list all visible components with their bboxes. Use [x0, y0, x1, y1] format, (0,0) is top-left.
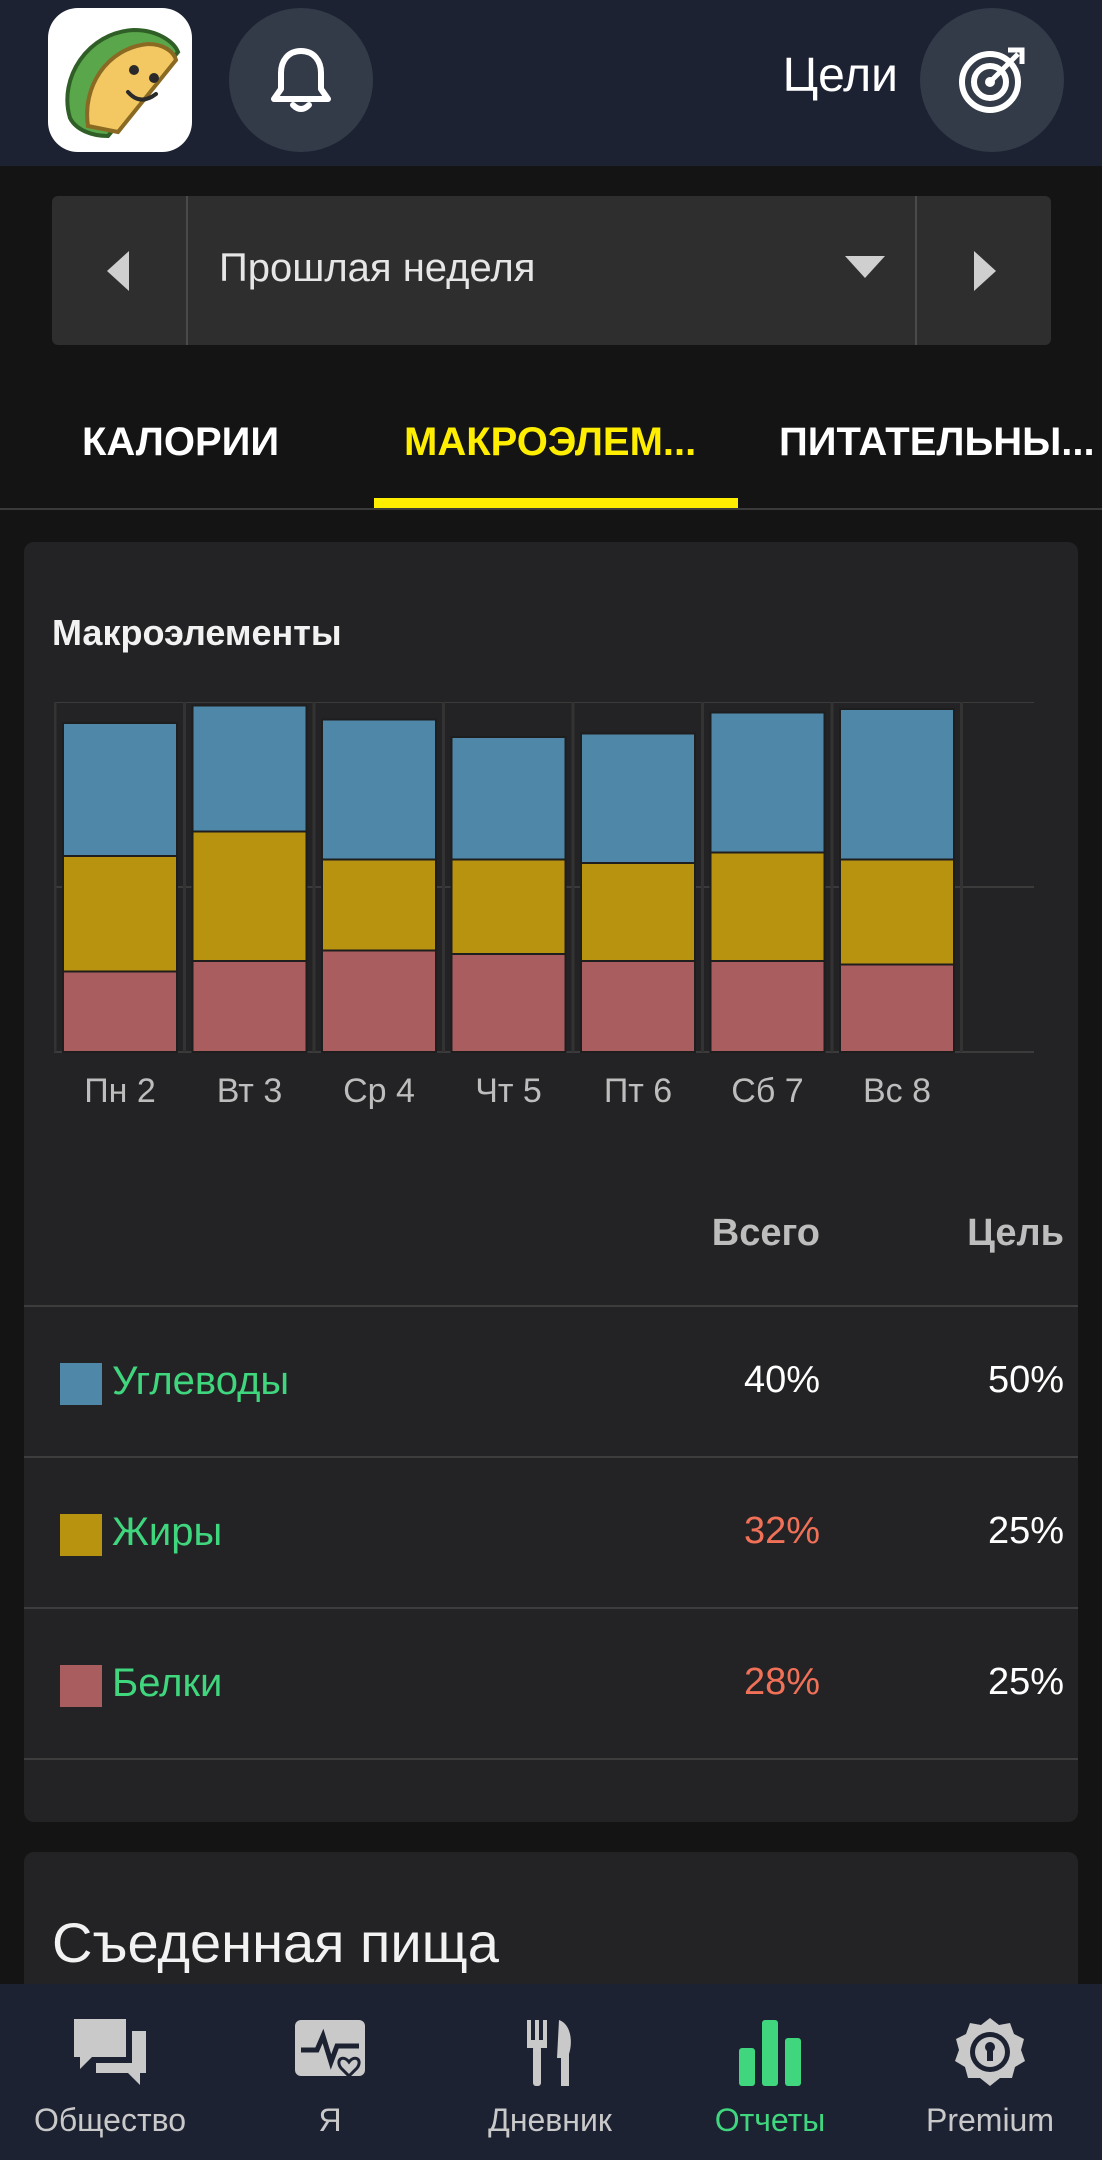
- x-tick-label: Вс 8: [863, 1072, 931, 1110]
- chevron-left-icon: [107, 250, 129, 291]
- nav-premium[interactable]: Premium: [880, 1984, 1100, 2160]
- x-tick-label: Пн 2: [84, 1072, 156, 1110]
- macro-name: Углеводы: [112, 1359, 290, 1403]
- goals-label[interactable]: Цели: [782, 49, 898, 102]
- period-dropdown[interactable]: [845, 256, 885, 283]
- macro-total: 28%: [743, 1661, 820, 1703]
- taco-icon: [65, 27, 181, 139]
- health-icon: [295, 2020, 365, 2079]
- bar-segment: [321, 858, 437, 952]
- chevron-right-icon: [974, 250, 996, 291]
- bar-segment: [450, 736, 567, 861]
- nav-diary[interactable]: Дневник: [440, 1984, 660, 2160]
- macros-title: Макроэлементы: [52, 612, 342, 653]
- bar-segment: [191, 960, 308, 1053]
- x-tick-label: Сб 7: [731, 1072, 803, 1110]
- row-divider: [24, 1607, 1078, 1609]
- macro-goal: 25%: [987, 1510, 1064, 1552]
- period-selector: Прошлая неделя: [52, 196, 1051, 345]
- bar-segment: [450, 953, 567, 1053]
- app-logo[interactable]: [48, 8, 192, 152]
- nav-label: Отчеты: [714, 2102, 826, 2138]
- bar-segment: [839, 963, 955, 1053]
- bar-segment: [62, 855, 178, 973]
- bar-segment: [191, 704, 308, 833]
- x-tick-label: Ср 4: [343, 1072, 415, 1110]
- x-tick-label: Вт 3: [217, 1072, 282, 1110]
- chat-icon: [74, 2019, 146, 2085]
- bar-segment: [839, 708, 955, 861]
- previous-period-button[interactable]: [52, 196, 186, 345]
- next-period-button[interactable]: [917, 196, 1051, 345]
- nav-reports[interactable]: Отчеты: [660, 1984, 880, 2160]
- macro-name: Жиры: [112, 1510, 223, 1554]
- macros-chart: Пн 2 Вт 3 Ср 4 Чт 5 Пт 6 Сб 7 Вс 8: [54, 702, 1034, 1110]
- bar-segment: [450, 858, 567, 955]
- goals-button[interactable]: [920, 8, 1064, 152]
- row-divider: [24, 1305, 1078, 1307]
- bar-segment: [191, 830, 308, 962]
- tab-macros[interactable]: МАКРОЭЛЕМ...: [404, 420, 697, 464]
- macro-name: Белки: [112, 1661, 223, 1705]
- nav-me[interactable]: Я: [220, 1984, 440, 2160]
- macros-card: Макроэлементы Пн 2 Вт 3 Ср 4 Чт 5 Пт 6 Сб 7 Вс…: [24, 542, 1078, 1822]
- bar-segment: [839, 858, 955, 966]
- divider: [915, 196, 917, 345]
- nav-label: Дневник: [488, 2102, 612, 2138]
- bar-segment: [321, 718, 437, 861]
- premium-badge-icon: [955, 2018, 1025, 2086]
- macro-goal: 50%: [987, 1359, 1064, 1401]
- x-tick-label: Пт 6: [604, 1072, 672, 1110]
- bar-segment: [580, 732, 696, 864]
- bell-icon: [271, 48, 331, 112]
- bar-chart-icon: [739, 2020, 801, 2086]
- x-tick-label: Чт 5: [475, 1072, 542, 1110]
- tab-nutrients[interactable]: ПИТАТЕЛЬНЫ...: [779, 420, 1095, 464]
- column-header-goal: Цель: [967, 1212, 1064, 1254]
- divider: [186, 196, 188, 345]
- protein-swatch: [60, 1665, 102, 1707]
- notifications-button[interactable]: [229, 8, 373, 152]
- bottom-navigation: Общество Я Дневник: [0, 1984, 1102, 2160]
- macro-total: 32%: [743, 1510, 820, 1552]
- eaten-food-title: Съеденная пища: [52, 1911, 499, 1974]
- active-tab-indicator: [374, 498, 738, 508]
- row-divider: [24, 1758, 1078, 1760]
- bar-segment: [321, 949, 437, 1053]
- macro-total: 40%: [743, 1359, 820, 1401]
- period-label[interactable]: Прошлая неделя: [219, 246, 536, 290]
- fork-knife-icon: [527, 2020, 571, 2086]
- bar-segment: [580, 960, 696, 1053]
- column-header-total: Всего: [711, 1212, 820, 1254]
- nav-community[interactable]: Общество: [0, 1984, 220, 2160]
- fat-swatch: [60, 1514, 102, 1556]
- row-divider: [24, 1456, 1078, 1458]
- macro-row-protein[interactable]: Белки 28% 25%: [24, 1609, 1078, 1759]
- macro-row-carbs[interactable]: Углеводы 40% 50%: [24, 1307, 1078, 1457]
- macro-goal: 25%: [987, 1661, 1064, 1703]
- target-icon: [959, 47, 1025, 113]
- top-bar: Цели: [0, 0, 1102, 166]
- report-tabs: КАЛОРИИ МАКРОЭЛЕМ... ПИТАТЕЛЬНЫ...: [0, 380, 1102, 510]
- nav-label: Общество: [33, 2102, 187, 2138]
- carbs-swatch: [60, 1363, 102, 1405]
- tab-calories[interactable]: КАЛОРИИ: [82, 420, 280, 464]
- bar-segment: [709, 711, 826, 854]
- bar-segment: [709, 851, 826, 962]
- nav-label: Я: [318, 2102, 342, 2138]
- nav-label: Premium: [925, 2102, 1054, 2138]
- bar-segment: [580, 862, 696, 962]
- bar-segment: [62, 970, 178, 1053]
- macro-row-fat[interactable]: Жиры 32% 25%: [24, 1458, 1078, 1608]
- bar-segment: [709, 960, 826, 1053]
- bar-segment: [62, 722, 178, 857]
- chevron-down-icon: [845, 256, 885, 278]
